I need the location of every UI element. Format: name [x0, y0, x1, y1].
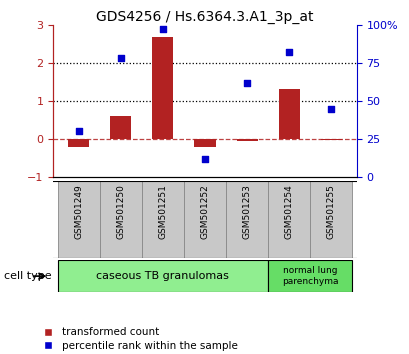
Point	[159, 27, 166, 32]
Text: GSM501252: GSM501252	[200, 184, 209, 239]
Legend: transformed count, percentile rank within the sample: transformed count, percentile rank withi…	[38, 327, 237, 350]
Bar	[99, 181, 142, 258]
Bar	[225, 181, 267, 258]
Bar	[110, 116, 131, 139]
Point	[201, 156, 208, 161]
Bar	[142, 181, 184, 258]
Text: GSM501251: GSM501251	[158, 184, 167, 239]
Text: cell type: cell type	[4, 271, 52, 281]
Text: GSM501255: GSM501255	[326, 184, 335, 239]
Bar	[267, 260, 352, 292]
Bar	[278, 90, 299, 139]
Bar	[57, 181, 99, 258]
Point	[117, 56, 124, 61]
Point	[75, 129, 82, 134]
Bar	[267, 181, 310, 258]
Point	[243, 80, 250, 85]
Text: normal lung
parenchyma: normal lung parenchyma	[281, 267, 338, 286]
Text: GSM501254: GSM501254	[284, 184, 293, 239]
Bar	[184, 181, 225, 258]
Point	[327, 105, 334, 111]
Bar	[320, 139, 341, 140]
Bar	[68, 139, 89, 147]
Text: caseous TB granulomas: caseous TB granulomas	[96, 271, 229, 281]
Bar	[152, 37, 173, 139]
Text: GSM501249: GSM501249	[74, 184, 83, 239]
Bar	[194, 139, 215, 147]
Text: GSM501253: GSM501253	[242, 184, 251, 239]
Title: GDS4256 / Hs.6364.3.A1_3p_at: GDS4256 / Hs.6364.3.A1_3p_at	[96, 10, 313, 24]
Point	[285, 49, 292, 55]
Bar	[236, 139, 257, 141]
Bar	[57, 260, 267, 292]
Text: GSM501250: GSM501250	[116, 184, 125, 239]
Bar	[310, 181, 352, 258]
